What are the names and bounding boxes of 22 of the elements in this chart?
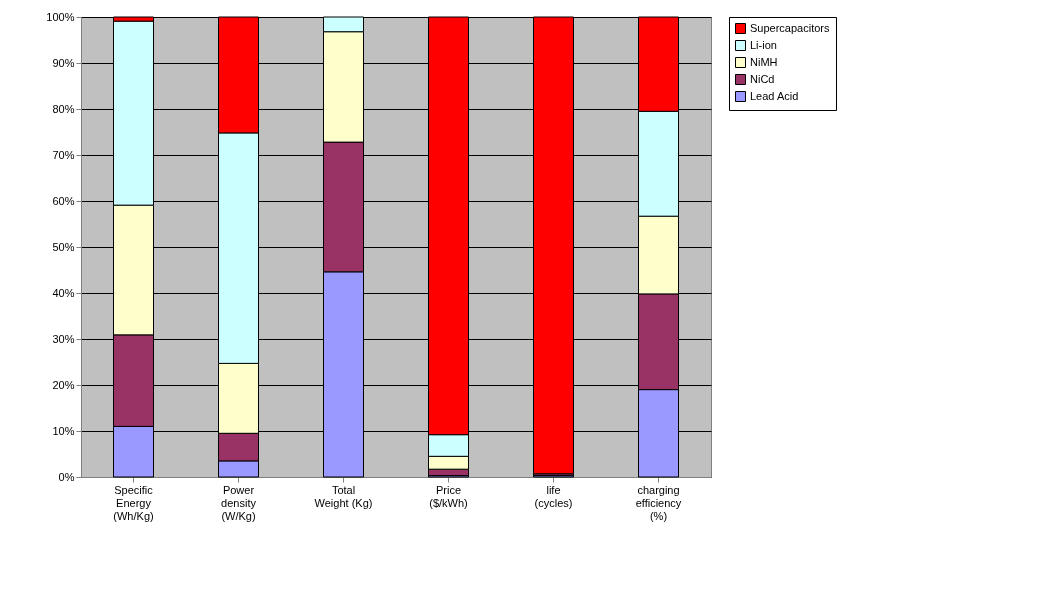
legend-label: Li-ion bbox=[750, 38, 777, 51]
y-tick-label: 30% bbox=[52, 332, 75, 345]
y-tick-label: 50% bbox=[52, 240, 75, 253]
y-tick-label: 10% bbox=[52, 424, 75, 437]
y-tick-label: 100% bbox=[46, 10, 75, 23]
y-tick-label: 0% bbox=[58, 470, 75, 483]
legend-label: NiMH bbox=[750, 55, 778, 68]
y-tick-label: 70% bbox=[52, 148, 75, 161]
y-tick-label: 90% bbox=[52, 56, 75, 69]
legend-label: Supercapacitors bbox=[750, 21, 830, 34]
legend-label: Lead Acid bbox=[750, 89, 799, 102]
y-tick-label: 40% bbox=[52, 286, 75, 299]
y-tick-label: 20% bbox=[52, 378, 75, 391]
x-tick-label: charging efficiency (%) bbox=[635, 483, 682, 522]
x-tick-label: Specific Energy (Wh/Kg) bbox=[113, 483, 154, 522]
x-tick-label: Power density (W/Kg) bbox=[221, 483, 257, 522]
y-tick-label: 60% bbox=[52, 194, 75, 207]
x-tick-label: life (cycles) bbox=[534, 483, 573, 509]
y-tick-label: 80% bbox=[52, 102, 75, 115]
x-tick-label: Price ($/kWh) bbox=[429, 483, 468, 509]
x-tick-label: Total Weight (Kg) bbox=[314, 483, 373, 509]
legend-label: NiCd bbox=[750, 72, 775, 85]
